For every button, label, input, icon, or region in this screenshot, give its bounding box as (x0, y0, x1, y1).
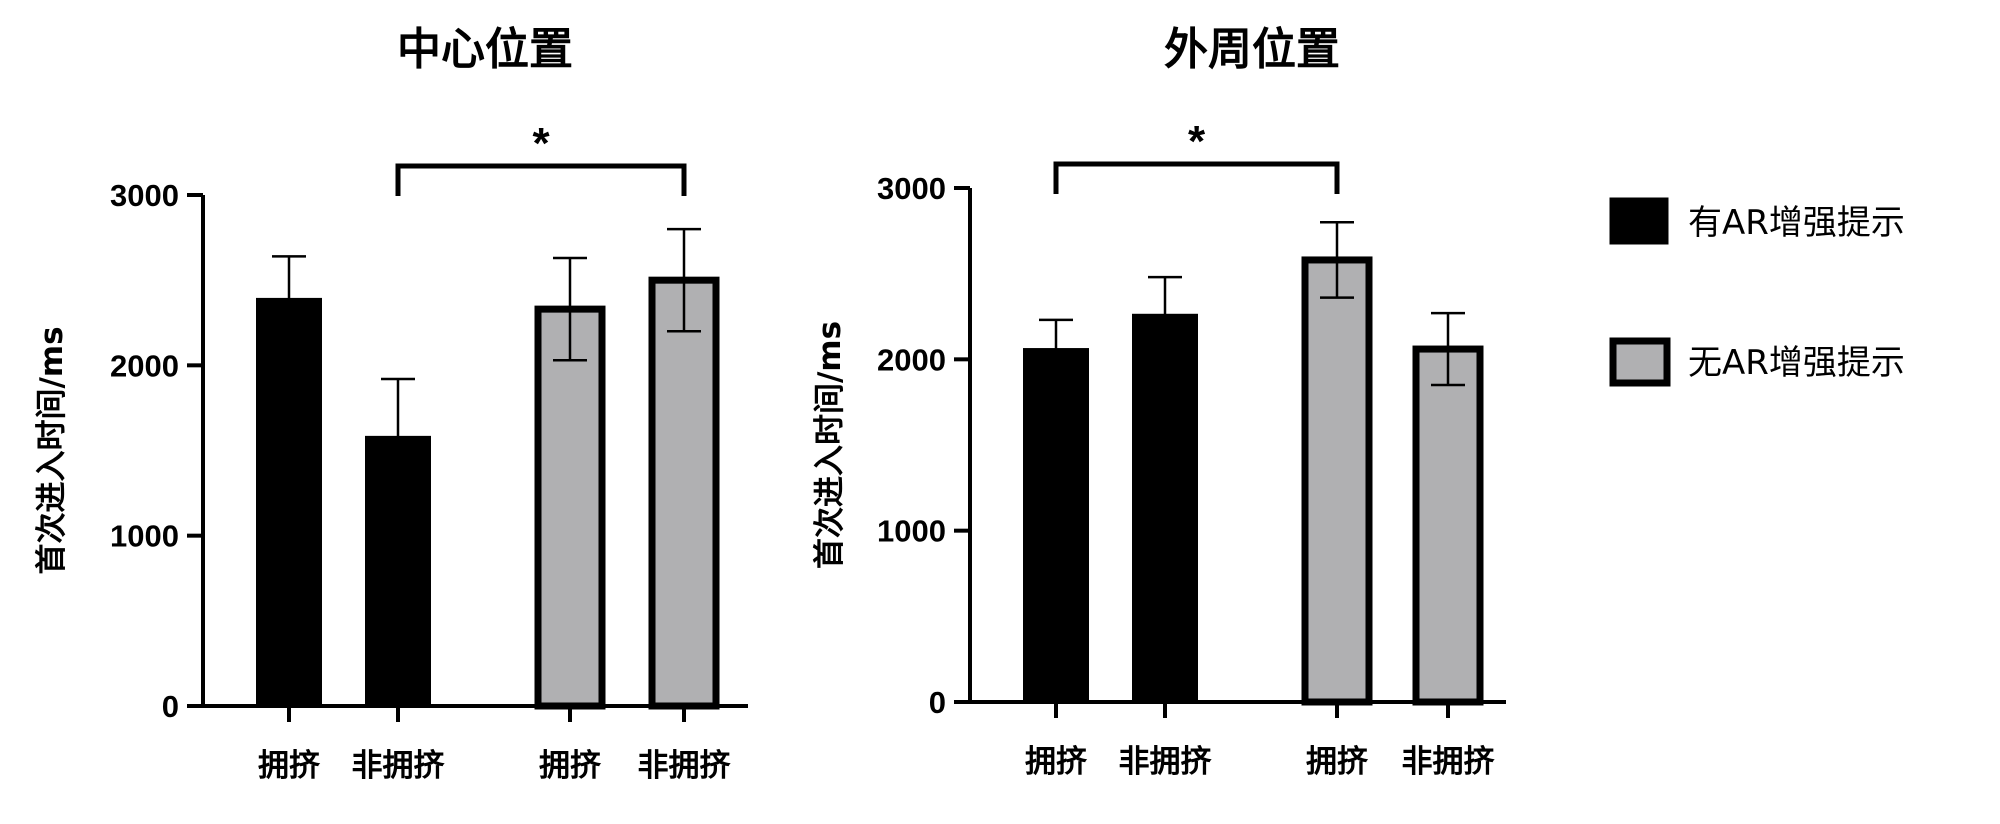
y-tick-label: 2000 (110, 348, 179, 383)
chart-title: 中心位置 (397, 24, 573, 75)
y-tick-label: 3000 (877, 171, 946, 206)
legend-swatch (1609, 197, 1669, 245)
significance-bracket (395, 163, 687, 196)
bar (256, 297, 322, 707)
significance-marker: * (1188, 117, 1206, 166)
y-tick-label: 2000 (877, 342, 946, 377)
bar (534, 305, 606, 710)
bar (1412, 345, 1484, 706)
category-label: 非拥挤 (638, 748, 732, 784)
category-label: 非拥挤 (1119, 744, 1213, 780)
significance-bracket (1053, 161, 1340, 194)
bar (648, 276, 720, 710)
y-axis-label: 首次进入时间/ms (34, 326, 70, 574)
category-label: 拥挤 (1025, 744, 1088, 780)
category-label: 拥挤 (1306, 744, 1369, 780)
category-label: 非拥挤 (352, 748, 446, 784)
y-tick-label: 0 (929, 685, 946, 720)
chart-title: 外周位置 (1164, 24, 1340, 75)
legend-label: 有AR增强提示 (1688, 203, 1905, 243)
bar (1132, 313, 1198, 703)
y-tick-label: 1000 (877, 514, 946, 549)
category-label: 拥挤 (539, 748, 602, 784)
category-label: 拥挤 (258, 748, 321, 784)
category-label: 非拥挤 (1402, 744, 1496, 780)
y-tick-label: 1000 (110, 519, 179, 554)
bar (1301, 256, 1373, 706)
significance-marker: * (532, 119, 550, 168)
legend-label: 无AR增强提示 (1688, 343, 1905, 383)
bar (365, 435, 431, 707)
y-tick-label: 0 (162, 689, 179, 724)
bar (1023, 348, 1089, 703)
y-axis-label: 首次进入时间/ms (812, 321, 848, 569)
y-tick-label: 3000 (110, 178, 179, 213)
legend-swatch (1609, 337, 1671, 387)
